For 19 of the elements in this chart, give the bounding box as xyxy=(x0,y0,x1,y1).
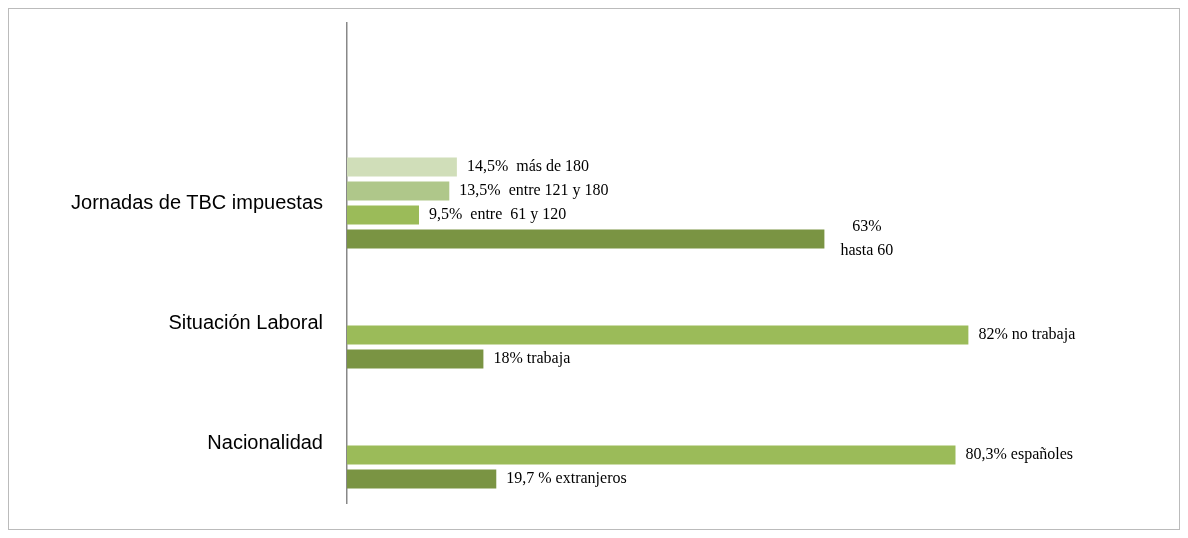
data-label: 9,5% entre 61 y 120 xyxy=(428,205,567,224)
bar xyxy=(347,349,484,369)
bar xyxy=(347,469,497,489)
y-tick-label: Nacionalidad xyxy=(207,430,323,453)
data-label: 18% trabaja xyxy=(493,349,571,368)
bar xyxy=(347,205,419,225)
data-label: 80,3% españoles xyxy=(965,445,1074,464)
data-label: 14,5% más de 180 xyxy=(466,157,590,175)
y-tick-label: Jornadas de TBC impuestas xyxy=(71,190,323,213)
bar xyxy=(347,181,450,201)
bar xyxy=(347,157,457,177)
data-label: 82% no trabaja xyxy=(978,325,1076,344)
bar xyxy=(347,445,956,465)
bar xyxy=(347,229,825,249)
bar xyxy=(347,325,969,345)
data-label: 63% hasta 60 xyxy=(840,217,894,259)
data-label: 19,7 % extranjeros xyxy=(506,469,627,488)
data-label: 13,5% entre 121 y 180 xyxy=(459,181,609,200)
y-tick-label: Situación Laboral xyxy=(168,310,323,333)
